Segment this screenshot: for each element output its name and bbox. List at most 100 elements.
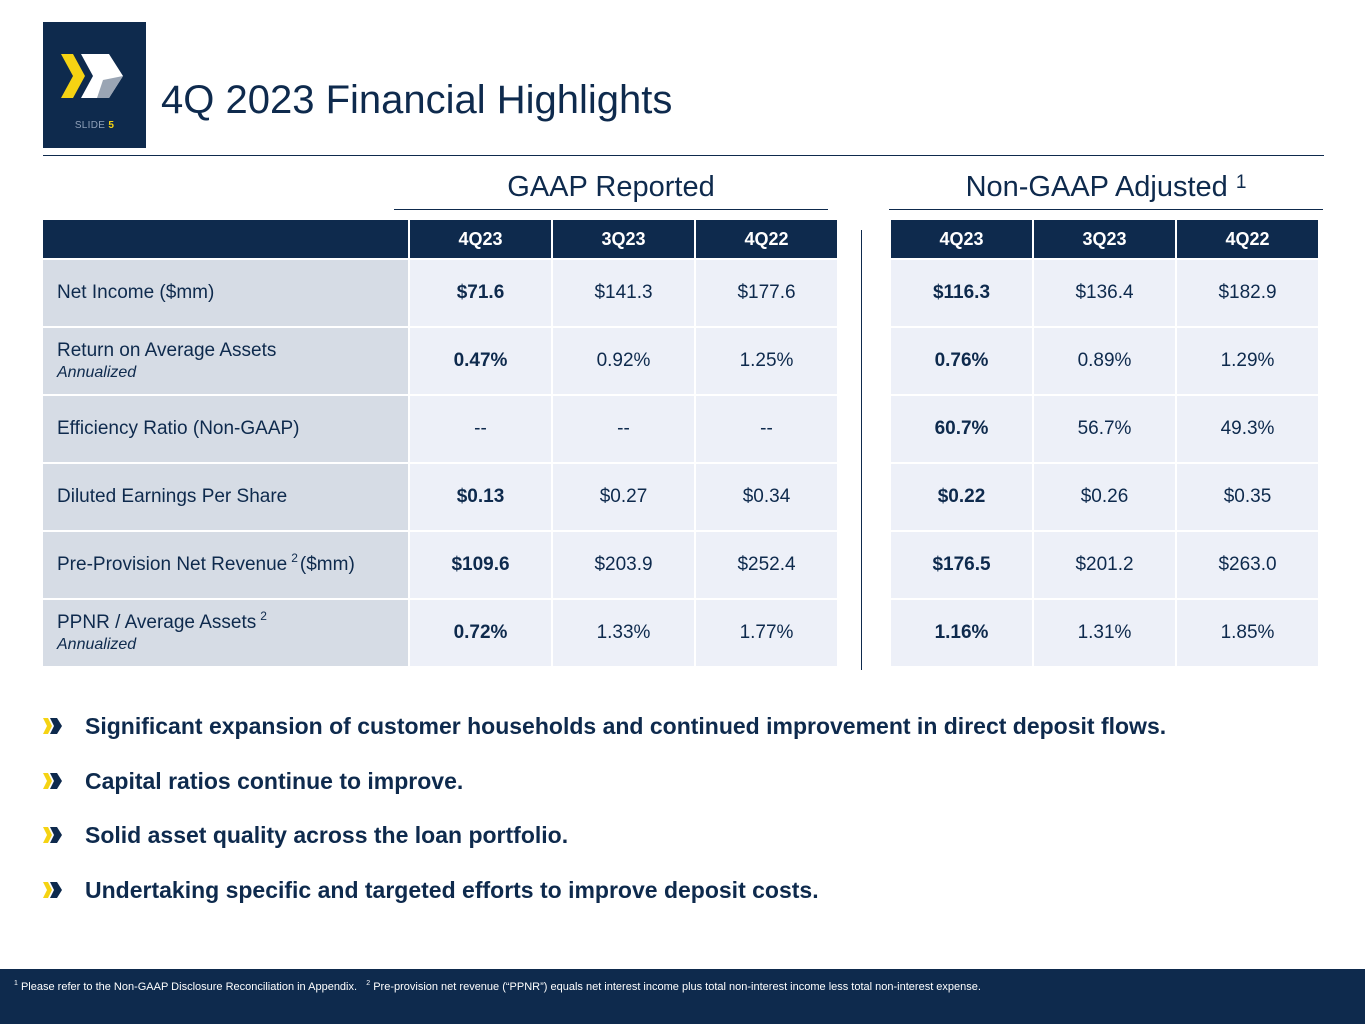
non-gaap-cell: $0.35 [1177, 464, 1318, 530]
footnotes: 1 Please refer to the Non-GAAP Disclosur… [14, 980, 981, 993]
gaap-cell: $0.13 [410, 464, 551, 530]
table-row: 1.16% 1.31% 1.85% [891, 600, 1318, 666]
row-label-text: PPNR / Average Assets [57, 612, 257, 633]
table-row: $116.3 $136.4 $182.9 [891, 260, 1318, 326]
non-gaap-cell: 1.31% [1034, 600, 1175, 666]
gaap-col-4q23: 4Q23 [410, 220, 551, 258]
company-logo: SLIDE 5 [43, 22, 146, 148]
non-gaap-cell: 1.29% [1177, 328, 1318, 394]
table-row: Diluted Earnings Per Share $0.13 $0.27 $… [43, 464, 837, 530]
title-divider [43, 155, 1324, 156]
non-gaap-cell: $176.5 [891, 532, 1032, 598]
gaap-cell: $71.6 [410, 260, 551, 326]
slide-number-value: 5 [108, 120, 115, 131]
slide-label: SLIDE [74, 120, 106, 131]
gaap-cell: 0.47% [410, 328, 551, 394]
footnotes-bar: 1 Please refer to the Non-GAAP Disclosur… [0, 969, 1365, 1024]
table-row: $0.22 $0.26 $0.35 [891, 464, 1318, 530]
row-label-text: Net Income ($mm) [57, 282, 215, 303]
non-gaap-cell: $0.22 [891, 464, 1032, 530]
chevron-bullet-icon [43, 827, 62, 843]
non-gaap-cell: 56.7% [1034, 396, 1175, 462]
table-row: Net Income ($mm) $71.6 $141.3 $177.6 [43, 260, 837, 326]
row-label-net-income: Net Income ($mm) [43, 260, 408, 326]
footnote-1-number: 1 [14, 980, 18, 987]
non-gaap-cell: $0.26 [1034, 464, 1175, 530]
slide-number: SLIDE 5 [43, 120, 146, 131]
footnote-2-number: 2 [366, 980, 371, 987]
list-item: Significant expansion of customer househ… [43, 709, 1166, 764]
gaap-section-title: GAAP Reported [394, 167, 828, 207]
table-row: Return on Average Assets Annualized 0.47%… [43, 328, 837, 394]
gaap-table: 4Q23 3Q23 4Q22 Net Income ($mm) $71.6 $1… [41, 218, 839, 668]
list-item: Solid asset quality across the loan port… [43, 818, 1166, 873]
row-label-ppnr-assets: PPNR / Average Assets 2 Annualized [43, 600, 408, 666]
non-gaap-cell: 1.85% [1177, 600, 1318, 666]
list-item: Undertaking specific and targeted effort… [43, 873, 1166, 928]
row-label-text: Efficiency Ratio (Non-GAAP) [57, 418, 300, 439]
gaap-cell: 1.33% [553, 600, 694, 666]
row-label-text: Return on Average Assets [57, 340, 277, 361]
non-gaap-cell: $136.4 [1034, 260, 1175, 326]
list-item: Capital ratios continue to improve. [43, 764, 1166, 819]
table-divider [861, 230, 862, 670]
non-gaap-title-text: Non-GAAP Adjusted [965, 171, 1228, 203]
highlights-list: Significant expansion of customer househ… [43, 709, 1166, 927]
non-gaap-cell: $182.9 [1177, 260, 1318, 326]
gaap-cell: $109.6 [410, 532, 551, 598]
non-gaap-cell: 60.7% [891, 396, 1032, 462]
gaap-title-text: GAAP Reported [507, 171, 715, 203]
gaap-cell: $203.9 [553, 532, 694, 598]
row-sublabel: Annualized [57, 636, 137, 653]
table-row: $176.5 $201.2 $263.0 [891, 532, 1318, 598]
gaap-cell: -- [553, 396, 694, 462]
gaap-cell: 0.72% [410, 600, 551, 666]
row-label-text: Diluted Earnings Per Share [57, 486, 288, 507]
chevron-bullet-icon [43, 718, 62, 734]
row-label-eps: Diluted Earnings Per Share [43, 464, 408, 530]
gaap-section-rule [394, 209, 828, 210]
gaap-col-3q23: 3Q23 [553, 220, 694, 258]
non-gaap-cell: $201.2 [1034, 532, 1175, 598]
row-label-sup: 2 [260, 609, 267, 623]
non-gaap-col-3q23: 3Q23 [1034, 220, 1175, 258]
gaap-cell: 1.25% [696, 328, 837, 394]
bullet-text: Solid asset quality across the loan port… [85, 822, 569, 848]
gaap-cell: 0.92% [553, 328, 694, 394]
table-row: PPNR / Average Assets 2 Annualized 0.72% 1… [43, 600, 837, 666]
row-label-text: Pre-Provision Net Revenue [57, 554, 288, 575]
chevron-bullet-icon [43, 772, 62, 789]
gaap-cell: $252.4 [696, 532, 837, 598]
non-gaap-table: 4Q23 3Q23 4Q22 $116.3 $136.4 $182.9 0.76… [889, 218, 1320, 668]
non-gaap-cell: 0.89% [1034, 328, 1175, 394]
gaap-cell: $141.3 [553, 260, 694, 326]
row-sublabel: Annualized [57, 364, 137, 381]
page-title: 4Q 2023 Financial Highlights [161, 78, 673, 122]
gaap-header-blank [43, 220, 408, 258]
row-label-roaa: Return on Average Assets Annualized [43, 328, 408, 394]
gaap-header-row: 4Q23 3Q23 4Q22 [43, 220, 837, 258]
non-gaap-section-title: Non-GAAP Adjusted 1 [889, 167, 1323, 207]
non-gaap-cell: 1.16% [891, 600, 1032, 666]
table-row: 60.7% 56.7% 49.3% [891, 396, 1318, 462]
footnote-1-text: Please refer to the Non-GAAP Disclosure … [20, 981, 358, 993]
non-gaap-header-row: 4Q23 3Q23 4Q22 [891, 220, 1318, 258]
gaap-col-4q22: 4Q22 [696, 220, 837, 258]
row-label-sup: 2 [291, 551, 298, 565]
gaap-cell: -- [696, 396, 837, 462]
row-label-ppnr: Pre-Provision Net Revenue 2 ($mm) [43, 532, 408, 598]
chevron-bullet-icon [43, 881, 62, 898]
footnote-2-text: Pre-provision net revenue (“PPNR”) equal… [373, 981, 981, 993]
row-label-suffix: ($mm) [299, 554, 355, 575]
gaap-cell: -- [410, 396, 551, 462]
bullet-text: Capital ratios continue to improve. [85, 767, 464, 794]
table-row: Efficiency Ratio (Non-GAAP) -- -- -- [43, 396, 837, 462]
bullet-text: Significant expansion of customer househ… [85, 713, 1167, 739]
non-gaap-cell: $263.0 [1177, 532, 1318, 598]
non-gaap-footnote-ref: 1 [1235, 172, 1247, 193]
logo-chevron-icon [61, 54, 123, 98]
table-row: Pre-Provision Net Revenue 2 ($mm) $109.6 $… [43, 532, 837, 598]
non-gaap-cell: $116.3 [891, 260, 1032, 326]
non-gaap-section-rule [889, 209, 1323, 210]
table-row: 0.76% 0.89% 1.29% [891, 328, 1318, 394]
